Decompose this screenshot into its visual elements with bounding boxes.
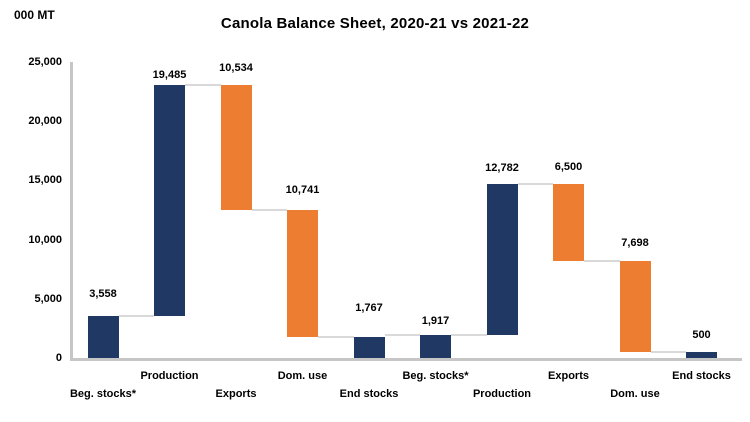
y-axis-line: [70, 62, 73, 361]
bar-value-label: 12,782: [485, 161, 519, 174]
x-category-label: Dom. use: [277, 370, 328, 382]
waterfall-connector-line: [251, 208, 287, 211]
x-category-label: Beg. stocks*: [402, 370, 469, 382]
y-tick-label: 5,000: [34, 292, 62, 305]
waterfall-connector-line: [384, 334, 420, 337]
bar-value-label: 1,917: [421, 315, 450, 328]
x-category-label: Exports: [215, 388, 257, 400]
waterfall-bar-2021-22-dom-use: [619, 260, 651, 353]
waterfall-connector-line: [451, 334, 487, 337]
x-category-label: End stocks: [339, 388, 399, 400]
x-category-label: Dom. use: [610, 388, 660, 400]
waterfall-bar-2020-21-dom-use: [287, 209, 318, 338]
chart-title: Canola Balance Sheet, 2020-21 vs 2021-22: [220, 15, 530, 32]
x-axis-line: [70, 358, 742, 361]
y-axis-units-label: 000 MT: [14, 8, 55, 22]
waterfall-connector-line: [650, 351, 686, 354]
waterfall-bar-2021-22-production: [486, 183, 518, 336]
y-tick-label: 15,000: [28, 174, 62, 187]
bar-value-label: 3,558: [89, 287, 117, 300]
x-category-label: End stocks: [672, 370, 731, 382]
x-category-label: Production: [472, 388, 532, 400]
x-category-label: Exports: [548, 370, 589, 382]
bar-value-label: 10,534: [219, 62, 253, 75]
y-tick-label: 10,000: [28, 233, 62, 246]
waterfall-connector-line: [517, 182, 553, 185]
waterfall-bar-2020-21-exports: [220, 85, 252, 210]
y-tick-label: 25,000: [28, 56, 62, 68]
waterfall-bar-2020-21-end-stocks: [353, 337, 385, 358]
waterfall-connector-line: [584, 259, 620, 262]
bar-value-label: 500: [692, 329, 711, 342]
waterfall-bar-2021-22-end-stocks: [686, 352, 717, 358]
bar-value-label: 7,698: [621, 236, 649, 249]
waterfall-connector-line: [118, 314, 154, 317]
bar-value-label: 19,485: [152, 69, 187, 82]
x-category-label: Beg. stocks*: [69, 388, 137, 400]
y-tick-label: 0: [55, 352, 62, 364]
waterfall-bar-2020-21-beg-stocks: [87, 315, 119, 358]
bar-value-label: 6,500: [554, 160, 583, 173]
waterfall-bar-2020-21-production: [154, 85, 185, 316]
waterfall-connector-line: [318, 336, 354, 339]
waterfall-bar-2021-22-exports: [553, 183, 584, 261]
bar-value-label: 10,741: [285, 183, 320, 196]
waterfall-bar-2021-22-beg-stocks: [420, 335, 451, 358]
y-tick-label: 20,000: [28, 115, 62, 128]
bar-value-label: 1,767: [355, 302, 383, 315]
waterfall-connector-line: [185, 84, 221, 87]
x-category-label: Production: [140, 370, 199, 382]
